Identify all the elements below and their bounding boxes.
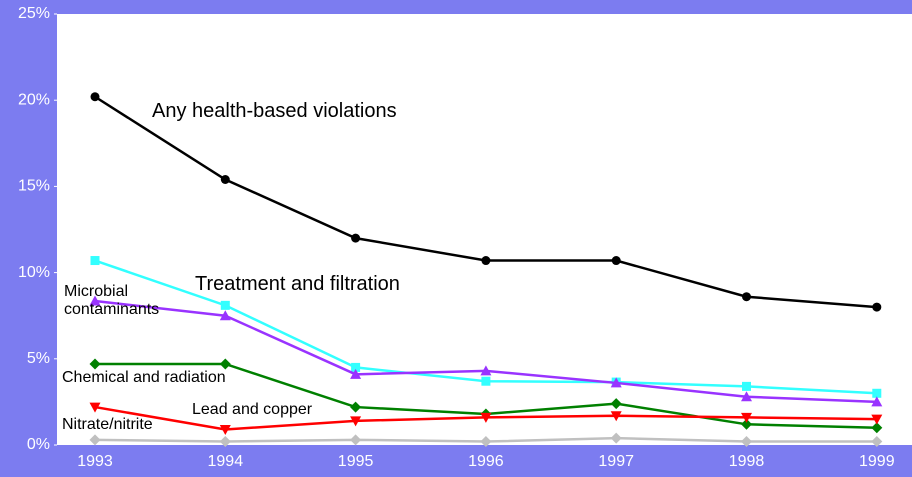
point [742,381,751,391]
point [741,412,752,423]
x-tick-label: 1996 [468,453,504,470]
point [610,398,622,410]
point [741,418,752,430]
point [872,388,882,398]
point [481,256,491,266]
point [871,414,883,425]
point [220,300,230,310]
x-tick-label: 1997 [598,453,634,470]
point [89,402,101,413]
point [610,377,622,388]
point [89,358,101,370]
x-tick-label: 1999 [859,453,895,470]
y-tick-label: 25% [18,5,50,22]
point [610,411,622,422]
point [611,256,621,266]
x-tick-label: 1998 [729,453,765,470]
y-tick-label: 5% [27,350,50,367]
point [89,295,101,306]
point [350,368,362,379]
point [219,436,231,448]
point [871,396,883,407]
x-tick-label: 1993 [77,453,113,470]
point [480,412,492,423]
point [219,310,231,321]
point [741,391,752,402]
point [90,92,100,102]
x-tick-label: 1994 [208,453,244,470]
point [89,434,101,446]
point [219,358,231,370]
y-tick-label: 10% [18,264,50,281]
point [351,233,361,243]
y-tick-label: 20% [18,91,50,108]
series-label: Nitrate/nitrite [62,416,153,433]
series-label: Any health-based violations [152,100,397,122]
y-tick-label: 15% [18,178,50,195]
point [741,436,752,448]
series-label: Chemical and radiation [62,369,226,386]
point [871,422,883,434]
point [481,376,491,386]
x-tick-label: 1995 [338,453,374,470]
series-label: Microbial contaminants [64,283,160,319]
point [742,292,751,302]
point [480,436,492,448]
point [350,416,362,427]
point [90,256,100,266]
point [872,302,882,312]
point [220,175,230,185]
point [219,424,231,435]
point [610,432,622,444]
y-tick-label: 0% [27,436,50,453]
series-label: Lead and copper [192,401,313,418]
point [350,434,362,446]
point [351,362,361,372]
point [350,401,362,413]
point [480,365,492,376]
series-label: Treatment and filtration [195,273,400,295]
point [871,436,883,448]
